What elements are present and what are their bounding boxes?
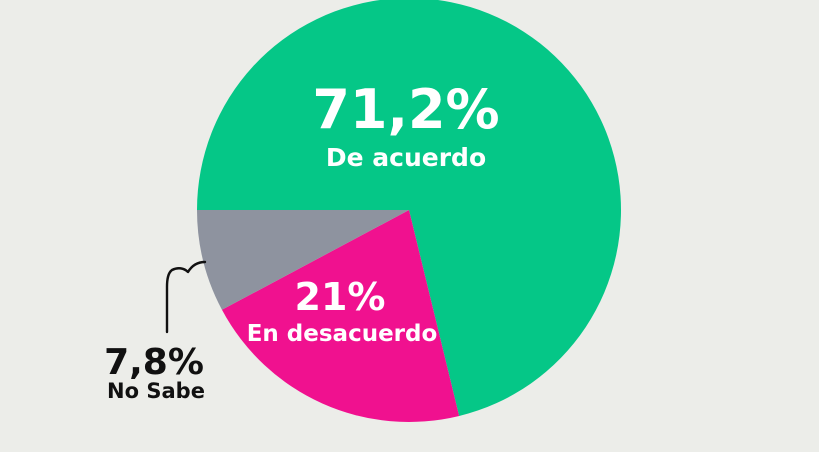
pie-slice-no-sabe (197, 210, 409, 310)
slice-label-de-acuerdo-percent: 71,2% (312, 78, 499, 141)
slice-label-no-sabe-name: No Sabe (107, 379, 205, 403)
no-sabe-leader-line (165, 260, 207, 334)
pie-slice-de-acuerdo (197, 0, 621, 416)
pie-slice-en-desacuerdo (221, 210, 460, 423)
slice-label-de-acuerdo-name: De acuerdo (326, 143, 486, 172)
slice-label-no-sabe-percent: 7,8% (104, 342, 204, 383)
slice-label-en-desacuerdo-name: En desacuerdo (247, 321, 438, 347)
slice-label-en-desacuerdo-percent: 21% (295, 275, 386, 319)
